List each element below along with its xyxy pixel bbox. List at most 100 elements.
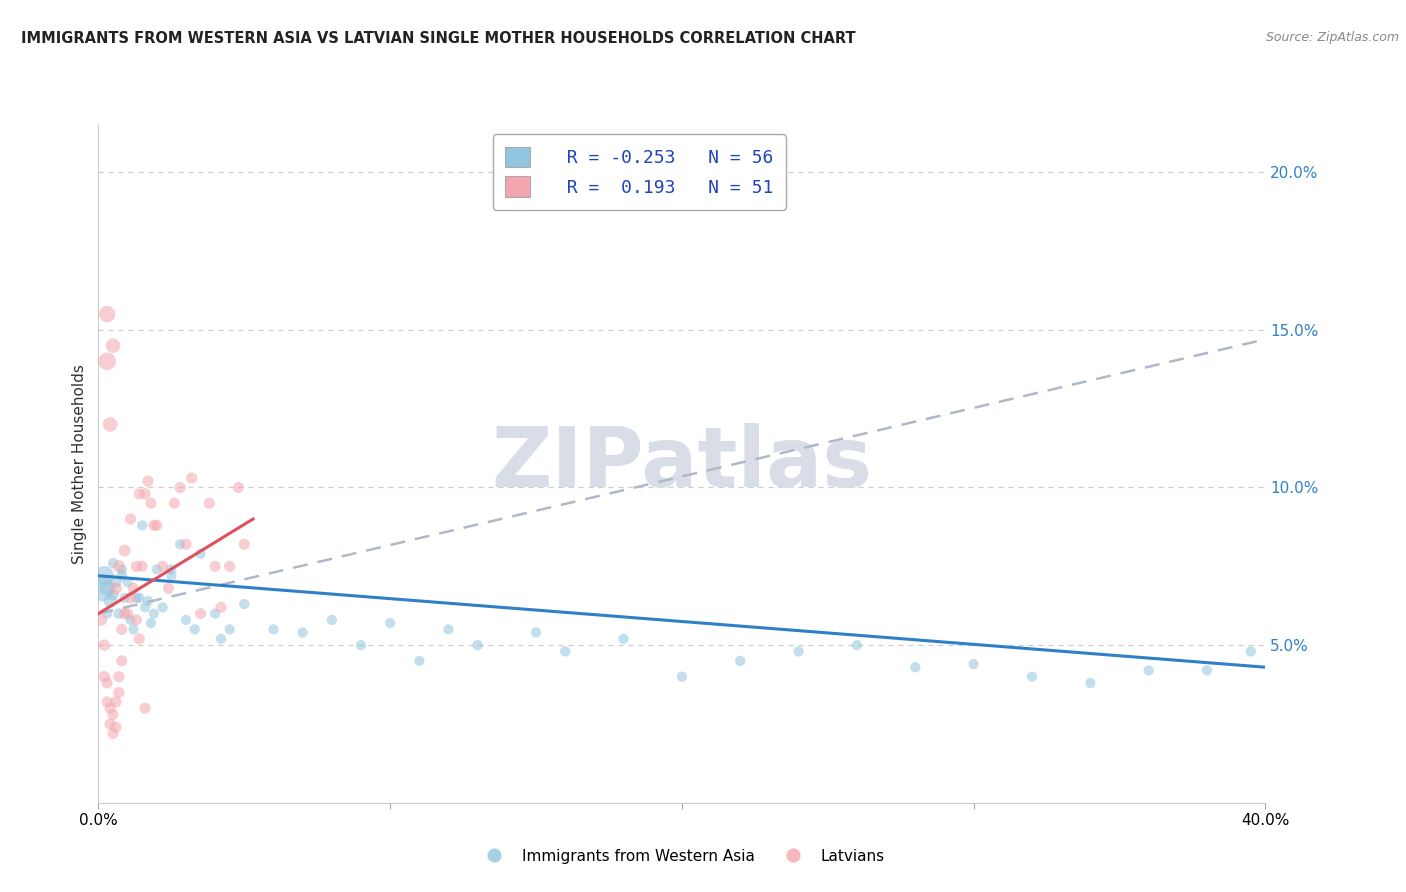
Point (125, 591, 148, 605)
Point (93, 670, 115, 684)
Point (111, 568, 134, 582)
Point (180, 471, 202, 485)
Point (169, 481, 191, 495)
Point (108, 685, 131, 699)
Point (321, 613, 343, 627)
Point (228, 481, 250, 495)
Y-axis label: Single Mother Households: Single Mother Households (72, 364, 87, 564)
Point (152, 600, 174, 615)
Point (671, 670, 693, 684)
Point (1080, 676, 1102, 690)
Point (120, 512, 142, 526)
Point (904, 660, 927, 674)
Point (146, 562, 169, 576)
Point (174, 537, 197, 551)
Point (101, 707, 124, 722)
Point (218, 623, 240, 637)
Point (128, 632, 150, 646)
Point (163, 496, 186, 510)
Point (104, 582, 127, 596)
Text: IMMIGRANTS FROM WESTERN ASIA VS LATVIAN SINGLE MOTHER HOUSEHOLDS CORRELATION CHA: IMMIGRANTS FROM WESTERN ASIA VS LATVIAN … (21, 31, 856, 46)
Point (157, 582, 180, 596)
Point (160, 568, 183, 582)
Point (1137, 664, 1160, 678)
Point (98, 417, 121, 432)
Point (962, 657, 984, 671)
Point (117, 575, 139, 590)
Point (152, 559, 174, 574)
Point (117, 607, 139, 621)
Point (125, 613, 148, 627)
Point (136, 594, 159, 608)
Point (139, 616, 162, 631)
Point (218, 559, 240, 574)
Point (108, 607, 131, 621)
Point (730, 654, 752, 668)
Point (437, 623, 460, 637)
Point (262, 623, 284, 637)
Point (101, 588, 124, 602)
Point (142, 607, 165, 621)
Point (98, 594, 121, 608)
Point (204, 559, 226, 574)
Point (125, 559, 148, 574)
Point (111, 562, 134, 576)
Point (96, 307, 118, 321)
Point (190, 547, 212, 561)
Point (114, 591, 136, 605)
Point (1195, 664, 1218, 678)
Point (111, 623, 134, 637)
Point (136, 474, 159, 488)
Point (160, 562, 183, 576)
Point (209, 600, 232, 615)
Point (174, 613, 197, 627)
Point (96, 354, 118, 368)
Point (98, 701, 121, 715)
Point (467, 638, 489, 652)
Point (350, 638, 373, 652)
Point (142, 518, 165, 533)
Point (114, 543, 136, 558)
Point (408, 654, 430, 668)
Point (169, 537, 191, 551)
Point (93, 568, 115, 582)
Point (108, 670, 131, 684)
Point (209, 632, 232, 646)
Point (98, 717, 121, 731)
Point (96, 582, 118, 596)
Point (131, 559, 153, 574)
Point (101, 338, 124, 352)
Legend: Immigrants from Western Asia, Latvians: Immigrants from Western Asia, Latvians (472, 843, 891, 870)
Point (139, 496, 162, 510)
Point (120, 613, 142, 627)
Text: Source: ZipAtlas.com: Source: ZipAtlas.com (1265, 31, 1399, 45)
Point (524, 625, 547, 640)
Point (101, 726, 124, 740)
Point (554, 644, 576, 658)
Point (101, 556, 124, 570)
Point (104, 695, 127, 709)
Point (291, 625, 314, 640)
Point (146, 518, 169, 533)
Point (120, 591, 142, 605)
Point (1021, 670, 1043, 684)
Point (131, 518, 153, 533)
Point (111, 654, 134, 668)
Point (93, 638, 115, 652)
Point (90, 613, 112, 627)
Point (122, 582, 145, 596)
Point (233, 597, 256, 611)
Point (134, 600, 156, 615)
Point (104, 720, 127, 734)
Point (128, 591, 150, 605)
Point (846, 638, 869, 652)
Point (96, 695, 118, 709)
Text: ZIPatlas: ZIPatlas (492, 424, 872, 504)
Point (183, 623, 205, 637)
Point (96, 607, 118, 621)
Point (233, 537, 256, 551)
Point (204, 607, 226, 621)
Point (104, 575, 127, 590)
Point (96, 676, 118, 690)
Point (134, 487, 156, 501)
